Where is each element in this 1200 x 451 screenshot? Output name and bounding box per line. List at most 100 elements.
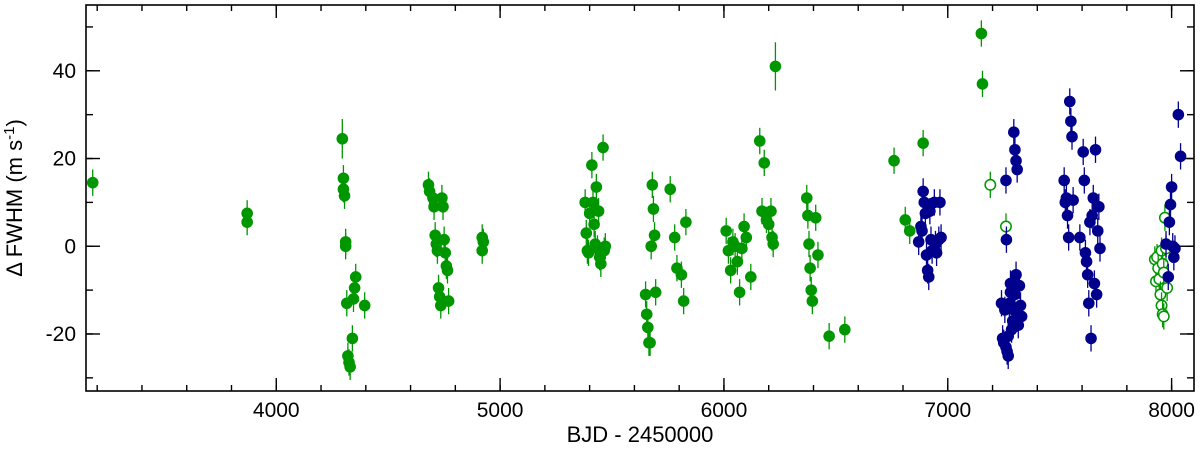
data-point: [1002, 330, 1015, 342]
data-point: [812, 249, 824, 261]
data-point: [1067, 194, 1079, 206]
data-point: [745, 271, 757, 283]
data-point: [639, 288, 652, 301]
data-point: [442, 295, 455, 307]
data-point: [934, 196, 946, 209]
data-point: [1074, 231, 1086, 244]
data-point: [1062, 231, 1075, 244]
data-point: [823, 330, 835, 342]
data-point: [1081, 268, 1094, 281]
data-point: [916, 225, 928, 237]
data-point: [724, 264, 737, 277]
data-point: [767, 238, 779, 250]
data-point: [804, 262, 816, 274]
x-tick-label: 6000: [701, 399, 748, 422]
data-point: [432, 282, 445, 294]
data-point: [336, 132, 349, 145]
data-point: [1168, 251, 1180, 264]
data-point: [597, 141, 609, 154]
data-point: [241, 216, 253, 228]
data-point: [599, 240, 612, 253]
data-point: [644, 336, 656, 349]
data-point: [1172, 108, 1185, 121]
y-tick-label: 20: [53, 148, 76, 171]
data-point: [1011, 163, 1023, 176]
data-point: [668, 231, 681, 244]
data-point: [427, 192, 439, 204]
series-0: [86, 20, 989, 381]
data-point: [736, 242, 748, 255]
data-point: [1080, 255, 1093, 268]
data-point: [1169, 242, 1181, 255]
data-point: [439, 247, 452, 259]
data-point: [1063, 95, 1076, 108]
x-tick-label: 4000: [253, 399, 300, 422]
data-point: [762, 218, 775, 231]
data-point: [429, 229, 441, 242]
data-point: [582, 247, 595, 259]
data-point: [437, 200, 449, 213]
data-point: [720, 225, 732, 237]
data-point: [984, 178, 997, 191]
data-point: [346, 332, 359, 345]
data-point: [803, 238, 815, 250]
data-point: [733, 286, 746, 299]
y-tick-label: 0: [64, 235, 76, 258]
data-point: [595, 257, 607, 270]
data-point: [580, 227, 593, 239]
data-point: [675, 268, 688, 281]
data-point: [738, 220, 750, 233]
data-point: [476, 244, 488, 257]
data-point: [339, 240, 352, 253]
data-point: [1000, 233, 1013, 246]
data-point: [347, 293, 360, 305]
data-point: [1009, 143, 1021, 156]
data-point: [338, 190, 351, 202]
data-point: [645, 240, 657, 253]
data-point: [805, 284, 818, 296]
data-point: [586, 159, 598, 171]
data-point: [1091, 225, 1104, 237]
data-point: [1165, 181, 1178, 193]
plot-frame: [85, 4, 1195, 392]
data-point: [935, 231, 947, 244]
data-point: [930, 247, 943, 259]
data-point: [1161, 281, 1174, 294]
data-point: [1000, 174, 1012, 187]
y-tick-label: 40: [53, 60, 76, 83]
data-point: [800, 192, 813, 204]
data-point: [349, 271, 362, 283]
x-tick-label: 5000: [477, 399, 524, 422]
data-point: [1079, 247, 1092, 259]
data-point: [912, 236, 925, 248]
data-point: [1164, 198, 1177, 211]
data-point: [1085, 332, 1097, 345]
data-point: [680, 216, 692, 228]
y-axis-title-main: Δ FWHM (m s: [2, 140, 27, 277]
data-point: [1015, 310, 1028, 323]
data-point: [731, 255, 744, 268]
data-point: [1163, 216, 1176, 228]
data-point: [753, 135, 766, 147]
data-point: [649, 286, 662, 299]
data-point: [640, 308, 653, 321]
data-point: [433, 290, 446, 303]
data-point: [1061, 209, 1074, 222]
data-point: [348, 282, 361, 294]
axis-ticks: 4000 5000 6000 7000 8000 -20 0 20 40: [46, 5, 1195, 422]
data-point: [1157, 310, 1170, 323]
data-point: [1162, 271, 1175, 283]
data-point: [903, 225, 916, 237]
series-2: [912, 88, 1187, 370]
data-point: [1077, 146, 1089, 158]
data-point: [1009, 288, 1021, 301]
data-point: [646, 179, 659, 191]
data-point: [664, 183, 677, 196]
y-axis-title: Δ FWHM (m s-1): [1, 119, 27, 277]
y-tick-label: -20: [46, 323, 76, 346]
y-axis-title-unit-exponent: -1: [1, 127, 18, 140]
data-point: [1014, 299, 1027, 312]
data-point: [592, 205, 605, 217]
data-point: [839, 323, 851, 336]
y-axis-title-close: ): [2, 119, 27, 126]
